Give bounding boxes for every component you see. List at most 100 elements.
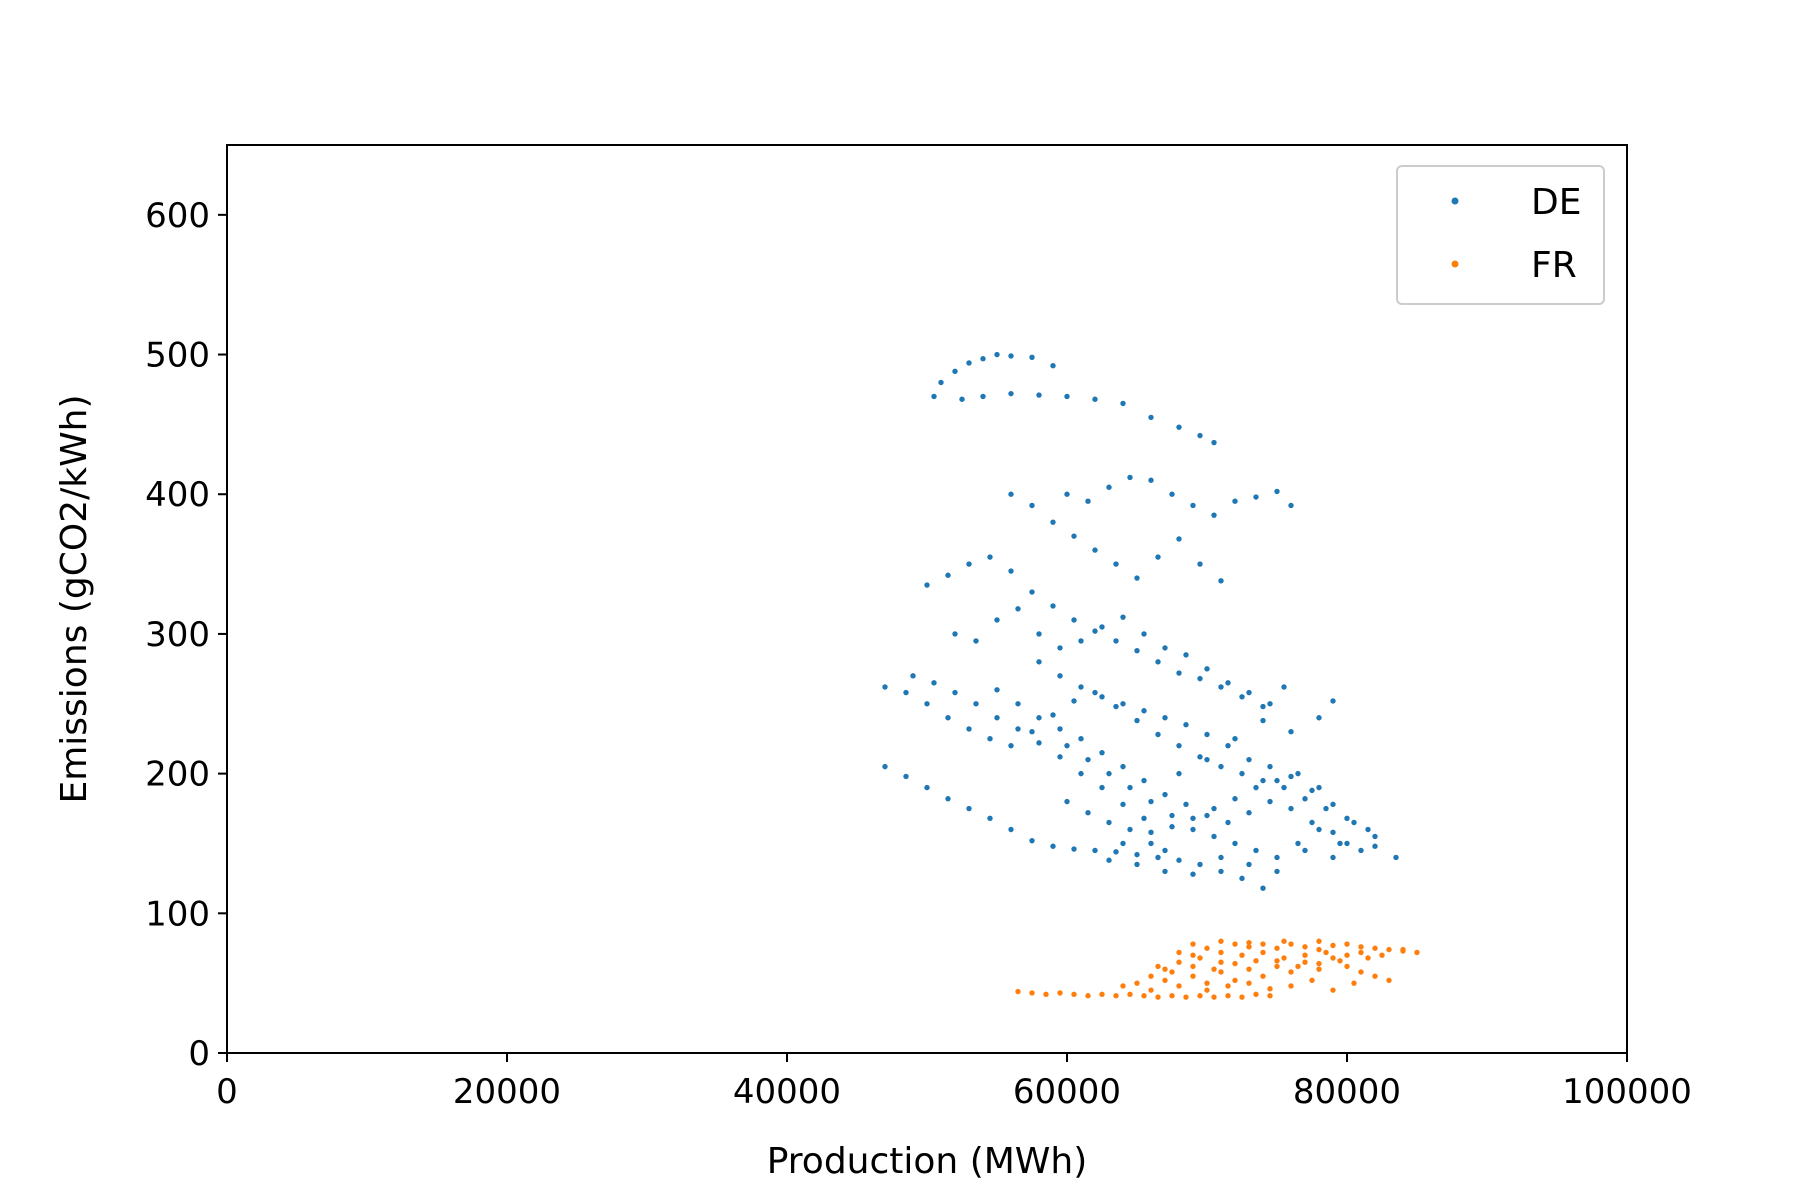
data-point bbox=[1155, 854, 1161, 861]
data-point bbox=[1036, 715, 1042, 721]
data-point bbox=[1274, 777, 1280, 784]
data-point bbox=[1036, 740, 1042, 746]
data-point bbox=[1295, 963, 1301, 970]
data-point bbox=[1274, 488, 1280, 495]
data-point bbox=[1043, 991, 1049, 998]
y-tick-label: 0 bbox=[188, 1034, 210, 1074]
data-point bbox=[1393, 854, 1399, 861]
data-point bbox=[1316, 946, 1322, 953]
data-point bbox=[1176, 857, 1182, 863]
data-point bbox=[1120, 840, 1126, 847]
data-point bbox=[1050, 712, 1056, 718]
data-point bbox=[1337, 840, 1343, 847]
data-point bbox=[1106, 819, 1112, 826]
data-point bbox=[1372, 843, 1378, 849]
data-point bbox=[1183, 994, 1189, 1000]
data-point bbox=[1204, 731, 1210, 738]
data-point bbox=[1197, 675, 1203, 682]
data-point bbox=[1162, 868, 1168, 875]
data-point bbox=[1141, 631, 1147, 637]
data-point bbox=[1106, 484, 1112, 490]
data-point bbox=[1344, 963, 1350, 970]
data-point bbox=[1113, 638, 1119, 644]
data-point bbox=[1316, 715, 1322, 721]
data-point bbox=[1274, 958, 1280, 964]
data-point bbox=[1267, 798, 1273, 805]
data-point bbox=[1218, 938, 1224, 944]
data-point bbox=[994, 351, 1000, 358]
data-point bbox=[1015, 701, 1021, 707]
data-point bbox=[952, 689, 958, 696]
data-point bbox=[1057, 754, 1063, 760]
x-tick-label: 20000 bbox=[453, 1072, 561, 1112]
data-point bbox=[1148, 973, 1154, 979]
series-de bbox=[882, 351, 1399, 891]
data-point bbox=[994, 715, 1000, 721]
data-point bbox=[1197, 861, 1203, 868]
data-point bbox=[980, 393, 986, 400]
data-point bbox=[1071, 533, 1077, 539]
data-point bbox=[1008, 491, 1014, 497]
data-point bbox=[1050, 603, 1056, 609]
data-point bbox=[1134, 717, 1140, 724]
data-point bbox=[1211, 805, 1217, 812]
data-point bbox=[1260, 777, 1266, 784]
data-point bbox=[1260, 703, 1266, 710]
data-point bbox=[1204, 812, 1210, 819]
data-point bbox=[1414, 949, 1420, 956]
x-axis-ticks: 0 20000 40000 60000 80000 100000 bbox=[216, 1053, 1692, 1112]
data-point bbox=[1309, 819, 1315, 826]
x-tick-label: 100000 bbox=[1562, 1072, 1692, 1112]
data-point bbox=[1218, 854, 1224, 861]
data-point bbox=[1330, 698, 1336, 704]
data-point bbox=[1064, 491, 1070, 497]
data-point bbox=[1099, 991, 1105, 998]
data-point bbox=[1148, 477, 1154, 483]
data-point bbox=[1218, 868, 1224, 875]
data-point bbox=[1253, 991, 1259, 998]
data-point bbox=[1379, 952, 1385, 958]
data-point bbox=[1155, 554, 1161, 560]
data-point bbox=[1190, 973, 1196, 979]
data-point bbox=[1008, 742, 1014, 749]
data-point bbox=[1232, 735, 1238, 742]
data-point bbox=[1064, 798, 1070, 805]
data-point bbox=[1274, 963, 1280, 970]
data-point bbox=[1302, 847, 1308, 854]
data-point bbox=[1120, 763, 1126, 770]
data-point bbox=[1260, 973, 1266, 979]
data-point bbox=[1190, 826, 1196, 833]
data-point bbox=[1358, 847, 1364, 854]
data-point bbox=[1141, 708, 1147, 714]
data-point bbox=[952, 631, 958, 637]
data-point bbox=[1218, 969, 1224, 975]
data-point bbox=[1057, 645, 1063, 651]
data-point bbox=[1225, 983, 1231, 989]
data-point bbox=[1351, 980, 1357, 986]
data-point bbox=[1141, 777, 1147, 784]
legend-marker-de bbox=[1451, 197, 1459, 205]
data-point bbox=[903, 773, 909, 780]
data-point bbox=[1064, 393, 1070, 400]
data-point bbox=[1127, 826, 1133, 833]
data-point bbox=[1176, 742, 1182, 749]
data-point bbox=[1071, 617, 1077, 623]
data-point bbox=[1155, 963, 1161, 970]
data-point bbox=[1127, 991, 1133, 998]
data-point bbox=[952, 368, 958, 375]
data-point bbox=[882, 763, 888, 770]
data-point bbox=[1211, 994, 1217, 1000]
data-point bbox=[1120, 983, 1126, 989]
data-point bbox=[1099, 784, 1105, 791]
data-point bbox=[1078, 735, 1084, 742]
y-tick-label: 600 bbox=[145, 196, 210, 236]
data-point bbox=[1365, 826, 1371, 833]
data-point bbox=[1330, 942, 1336, 949]
data-point bbox=[1351, 819, 1357, 826]
data-point bbox=[1211, 512, 1217, 518]
data-point bbox=[924, 701, 930, 707]
data-point bbox=[1197, 432, 1203, 439]
data-point bbox=[1085, 993, 1091, 999]
data-point bbox=[1197, 955, 1203, 961]
data-point bbox=[1008, 826, 1014, 833]
